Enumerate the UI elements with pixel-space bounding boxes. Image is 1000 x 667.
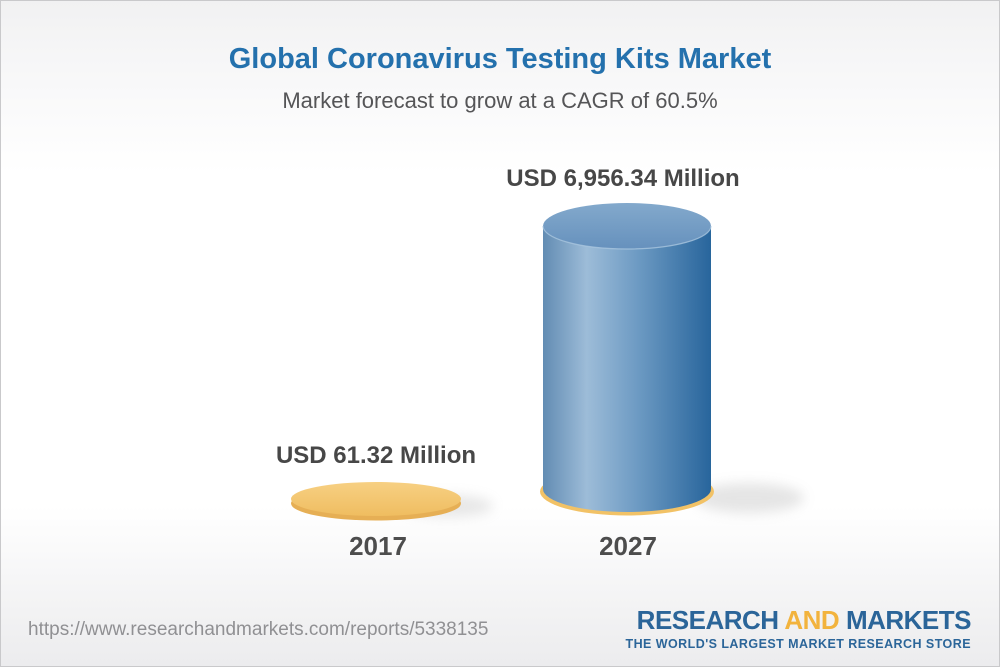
chart-title: Global Coronavirus Testing Kits Market	[228, 43, 772, 75]
value-label-2017: USD 61.32 Million	[275, 442, 477, 469]
logo-word-research: RESEARCH	[636, 605, 779, 635]
value-label-2027: USD 6,956.34 Million	[506, 165, 740, 192]
chart-subtitle: Market forecast to grow at a CAGR of 60.…	[282, 88, 718, 113]
bar-2027-cylinder	[540, 203, 714, 516]
research-and-markets-logo: RESEARCH AND MARKETS THE WORLD'S LARGEST…	[625, 607, 971, 651]
logo-tagline: THE WORLD'S LARGEST MARKET RESEARCH STOR…	[625, 637, 971, 651]
category-label-2027: 2027	[599, 531, 657, 561]
bar-2017-disc	[291, 482, 461, 521]
category-label-2017: 2017	[349, 531, 407, 561]
bar-2027-top-rim	[542, 225, 712, 250]
bar-2027-top	[543, 203, 711, 249]
logo-wordmark: RESEARCH AND MARKETS	[625, 605, 972, 635]
report-url: https://www.researchandmarkets.com/repor…	[28, 619, 489, 640]
shadow-2027	[694, 483, 804, 513]
bar-2027-body	[543, 226, 711, 512]
logo-word-and: AND	[784, 605, 840, 635]
logo-word-markets: MARKETS	[845, 605, 972, 635]
